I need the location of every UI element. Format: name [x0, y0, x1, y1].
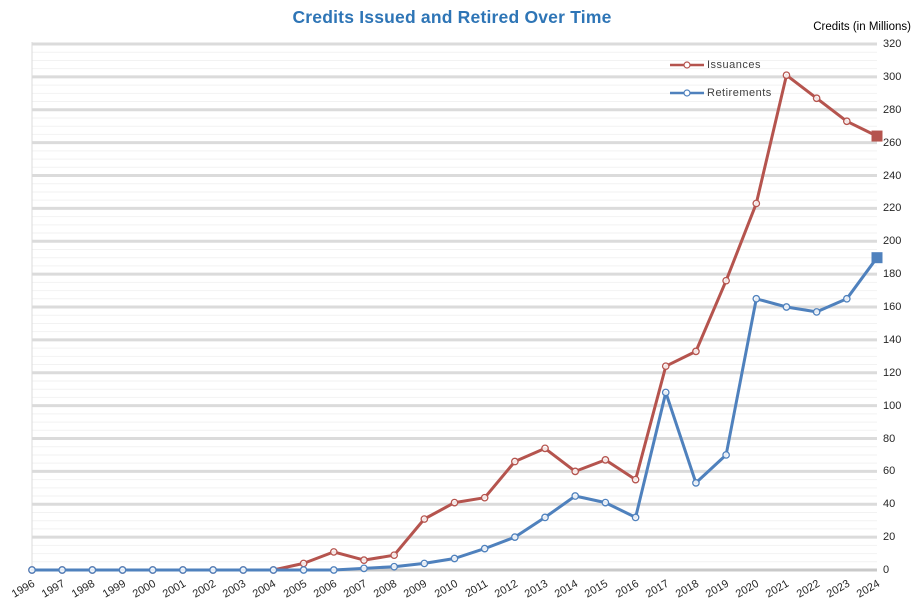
point-issuances-2007 — [360, 556, 368, 564]
y-tick-label-260: 260 — [883, 136, 902, 149]
point-issuances-2019 — [722, 276, 730, 285]
point-retirements-2023 — [842, 294, 851, 303]
legend-label-issuances: Issuances — [707, 59, 762, 71]
y-tick-label-140: 140 — [883, 333, 902, 346]
point-retirements-2021 — [782, 303, 791, 311]
point-issuances-2010 — [450, 498, 459, 507]
point-retirements-2001 — [179, 566, 187, 574]
y-tick-label-20: 20 — [883, 531, 896, 544]
legend-item-retirements[interactable]: Retirements — [670, 85, 772, 101]
point-issuances-2013 — [541, 444, 549, 453]
point-retirements-2004 — [269, 566, 278, 574]
point-retirements-1996 — [28, 566, 36, 574]
y-tick-label-80: 80 — [883, 432, 896, 445]
legend-line-marker-issuances — [670, 61, 704, 69]
point-retirements-2024 — [871, 252, 883, 264]
y-tick-label-0: 0 — [883, 564, 890, 576]
point-retirements-2011 — [480, 544, 489, 553]
point-retirements-1997 — [58, 566, 67, 574]
point-retirements-2005 — [299, 566, 308, 574]
y-tick-label-240: 240 — [883, 169, 902, 182]
series-issuances — [28, 71, 883, 574]
legend-line-marker-retirements — [670, 89, 704, 97]
point-retirements-2017 — [661, 388, 670, 397]
point-issuances-2018 — [692, 347, 700, 356]
y-tick-label-40: 40 — [883, 498, 896, 511]
y-axis-title: Credits (in Millions) — [813, 21, 911, 33]
point-retirements-2014 — [571, 492, 580, 500]
point-retirements-2007 — [360, 564, 368, 573]
y-tick-label-160: 160 — [883, 301, 902, 313]
point-issuances-2008 — [390, 551, 398, 560]
point-issuances-2022 — [812, 94, 821, 103]
legend-label-retirements: Retirements — [707, 87, 772, 99]
y-tick-label-180: 180 — [883, 268, 902, 281]
point-retirements-2019 — [722, 451, 730, 459]
point-issuances-2021 — [782, 71, 791, 80]
point-issuances-2015 — [601, 456, 610, 464]
point-retirements-2008 — [390, 562, 398, 571]
point-retirements-2002 — [209, 566, 217, 574]
point-issuances-2023 — [842, 117, 851, 126]
point-retirements-2022 — [812, 308, 821, 316]
y-tick-label-300: 300 — [883, 70, 902, 83]
point-issuances-2014 — [571, 467, 580, 476]
point-issuances-2006 — [329, 548, 338, 556]
gridlines-minor — [32, 51, 877, 563]
point-issuances-2005 — [299, 559, 308, 568]
y-tick-label-220: 220 — [883, 202, 902, 215]
y-tick-label-120: 120 — [883, 366, 902, 379]
point-retirements-2018 — [692, 479, 700, 487]
point-retirements-1998 — [88, 566, 97, 574]
legend-item-issuances[interactable]: Issuances — [670, 57, 772, 73]
y-tick-label-200: 200 — [883, 235, 902, 248]
point-issuances-2017 — [661, 362, 670, 371]
point-issuances-2009 — [420, 515, 429, 523]
y-tick-label-60: 60 — [883, 465, 896, 478]
point-issuances-2024 — [871, 130, 883, 142]
point-issuances-2011 — [480, 493, 489, 502]
point-retirements-2016 — [631, 513, 640, 522]
point-retirements-2020 — [752, 294, 761, 303]
gridlines-major — [32, 42, 877, 572]
point-issuances-2020 — [752, 199, 761, 208]
point-retirements-2009 — [420, 559, 429, 568]
y-tick-label-280: 280 — [883, 103, 902, 116]
point-retirements-2006 — [329, 566, 338, 574]
y-tick-label-320: 320 — [883, 38, 902, 50]
point-issuances-2016 — [631, 475, 640, 484]
point-retirements-1999 — [118, 566, 127, 574]
series-retirements — [28, 252, 883, 574]
point-retirements-2000 — [148, 566, 157, 574]
legend: Issuances Retirements — [670, 57, 772, 113]
point-retirements-2010 — [450, 554, 459, 563]
point-issuances-2012 — [511, 457, 519, 466]
point-retirements-2003 — [239, 566, 248, 574]
point-retirements-2015 — [601, 498, 610, 507]
chart-title: Credits Issued and Retired Over Time — [292, 7, 612, 27]
point-retirements-2013 — [541, 513, 549, 522]
point-retirements-2012 — [511, 533, 519, 541]
y-tick-label-100: 100 — [883, 399, 902, 412]
